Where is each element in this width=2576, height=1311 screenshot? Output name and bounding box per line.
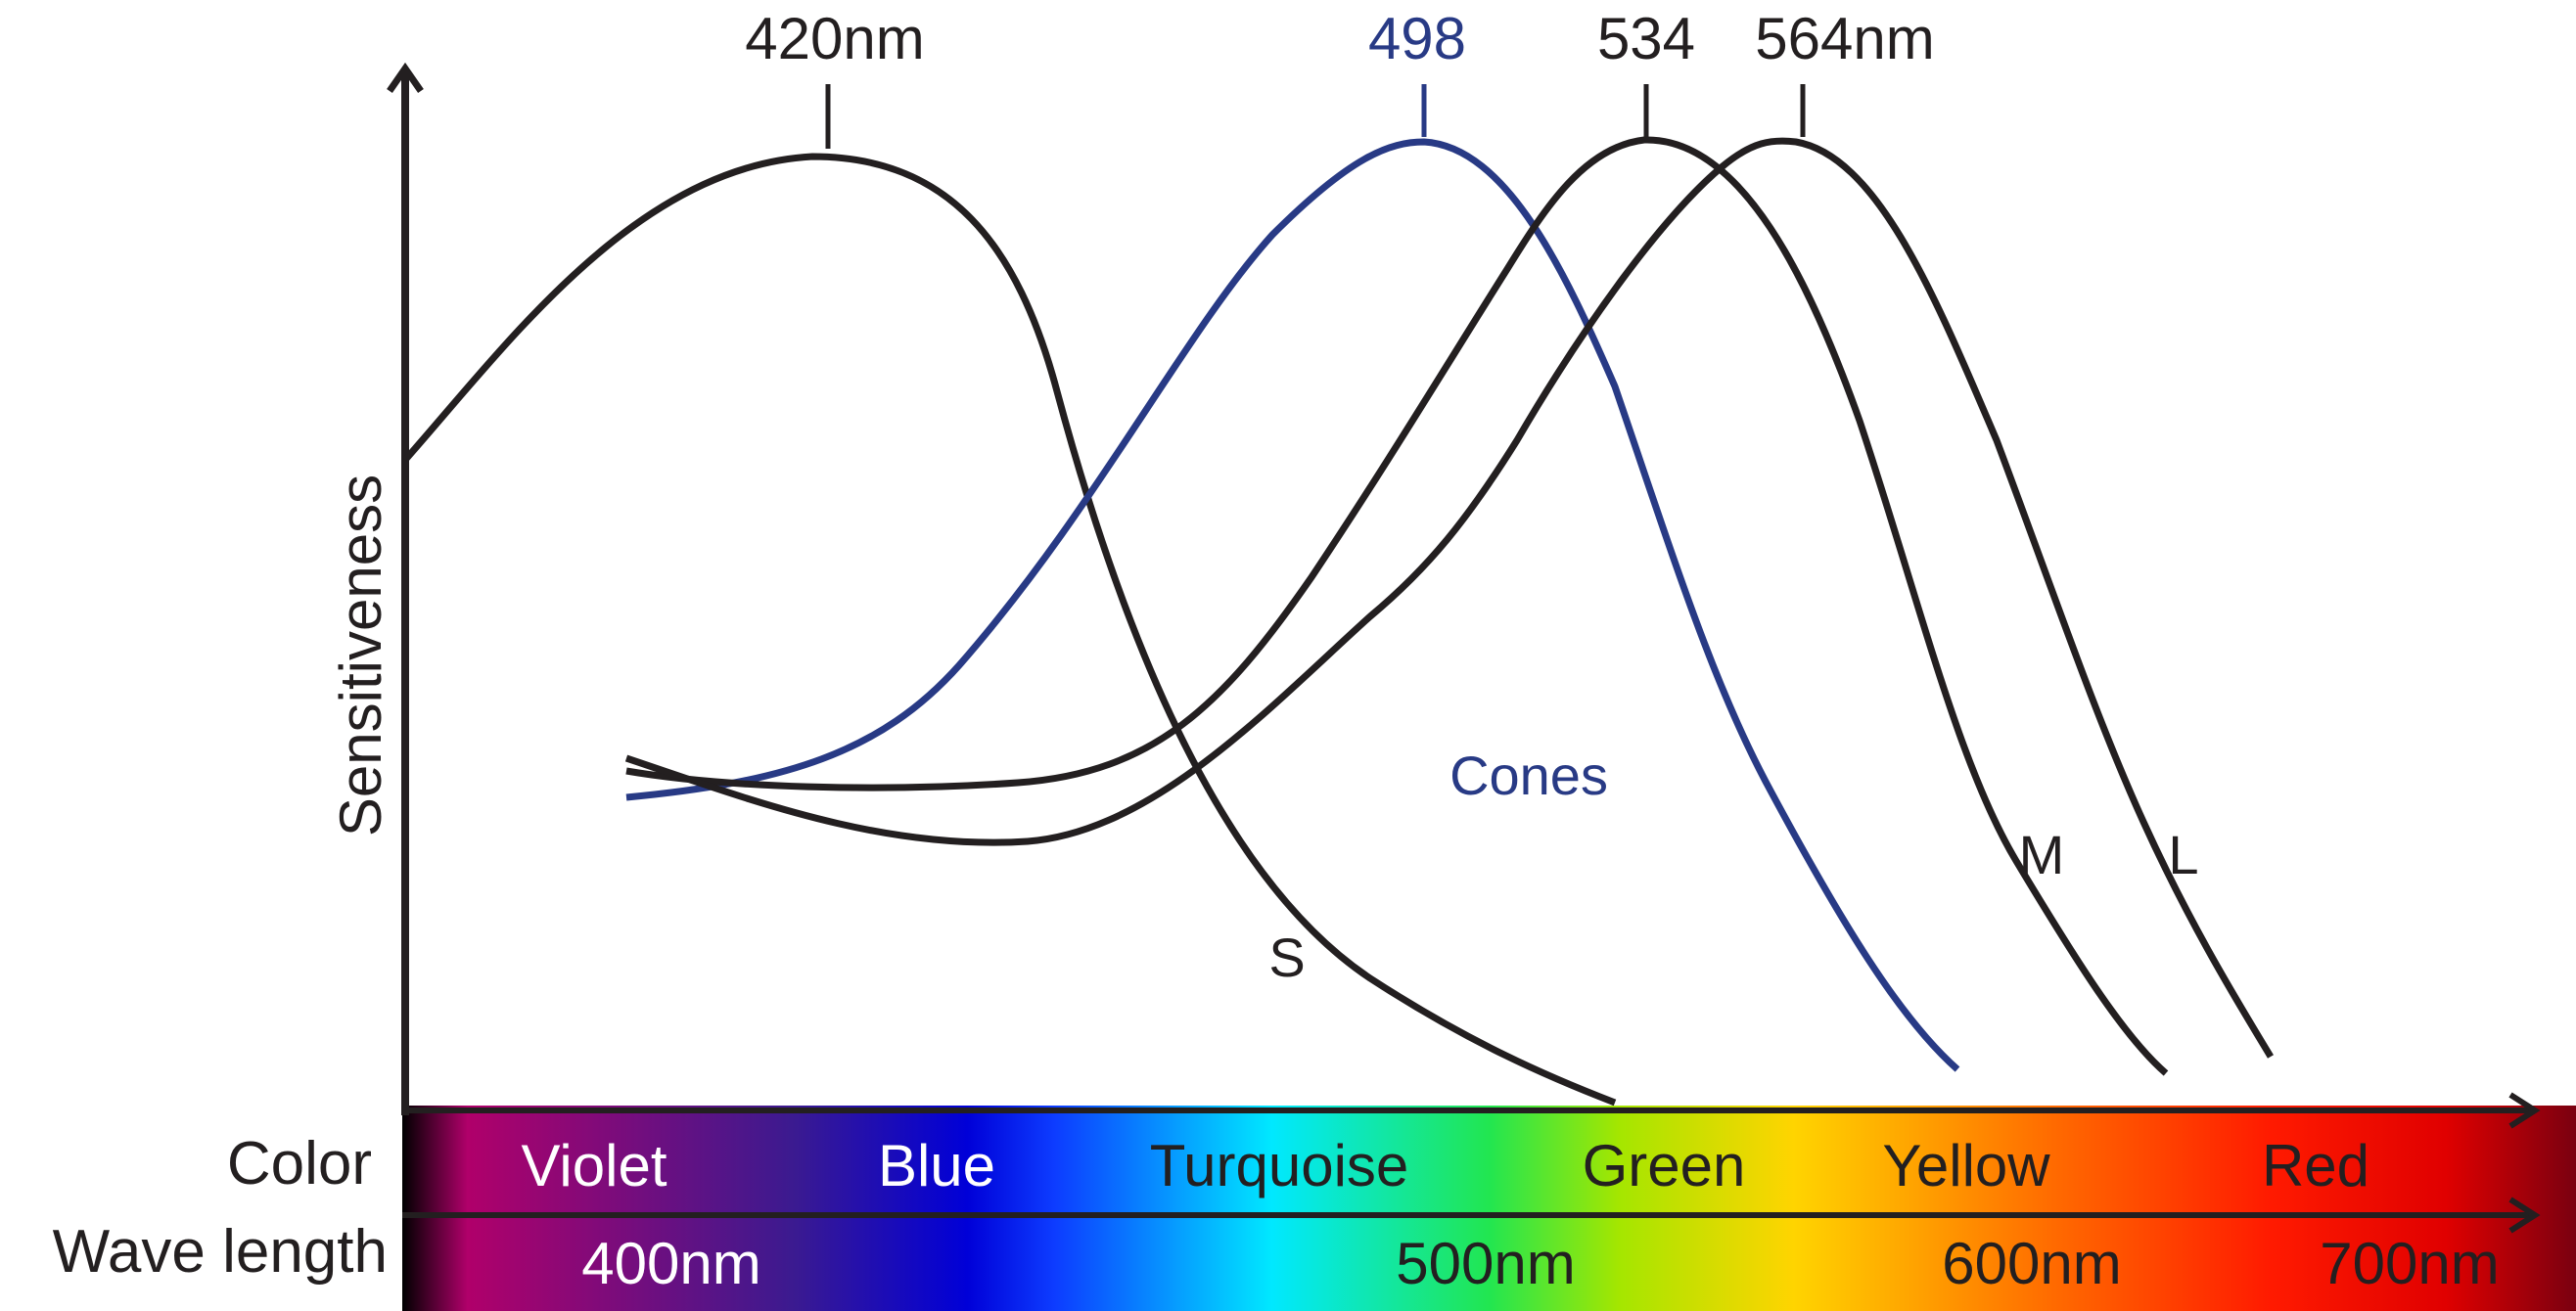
wavelength-400: 400nm bbox=[581, 1231, 760, 1296]
s-curve-label: S bbox=[1268, 927, 1305, 988]
s-cone-curve bbox=[402, 153, 1617, 1107]
wavelength-700: 700nm bbox=[2320, 1231, 2499, 1296]
rod-curve bbox=[625, 138, 1960, 1072]
rod-curve-label: Cones bbox=[1449, 745, 1608, 806]
x-axis-wavelength-arrowhead bbox=[2508, 1197, 2541, 1234]
m-cone-curve bbox=[625, 136, 2169, 1076]
l-peak-label: 564nm bbox=[1755, 6, 1934, 71]
color-name-blue: Blue bbox=[878, 1133, 995, 1198]
wavelength-600: 600nm bbox=[1942, 1231, 2121, 1296]
y-axis-arrowhead bbox=[387, 62, 424, 93]
color-row-label: Color bbox=[227, 1130, 372, 1198]
wavelength-row-label: Wave length bbox=[53, 1218, 388, 1286]
color-name-yellow: Yellow bbox=[1882, 1133, 2050, 1198]
s-peak-label: 420nm bbox=[745, 6, 924, 71]
color-name-red: Red bbox=[2262, 1133, 2369, 1198]
color-name-green: Green bbox=[1583, 1133, 1746, 1198]
l-curve-label: L bbox=[2168, 824, 2198, 885]
l-cone-curve bbox=[624, 137, 2275, 1059]
rod-peak-label: 498 bbox=[1368, 6, 1466, 71]
y-axis-label: Sensitiveness bbox=[328, 475, 393, 836]
color-name-violet: Violet bbox=[521, 1133, 667, 1198]
x-axis-color-arrowhead bbox=[2508, 1092, 2541, 1129]
color-name-turquoise: Turquoise bbox=[1150, 1133, 1409, 1198]
m-curve-label: M bbox=[2019, 824, 2065, 885]
m-peak-label: 534 bbox=[1597, 6, 1695, 71]
wavelength-500: 500nm bbox=[1396, 1231, 1575, 1296]
spectrum-band bbox=[402, 1106, 2576, 1311]
